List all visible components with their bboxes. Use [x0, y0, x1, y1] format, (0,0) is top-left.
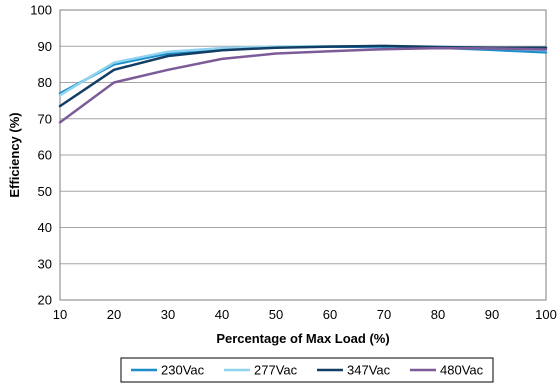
x-tick-label-50: 50: [269, 307, 283, 322]
plot-area-border: [59, 9, 547, 301]
y-tick-label-90: 90: [38, 39, 52, 54]
x-tick-label-30: 30: [161, 307, 175, 322]
x-axis-tick-labels: 10 20 30 40 50 60 70 80 90 100: [53, 307, 557, 322]
series-lines: [58, 44, 548, 124]
series-line-347Vac: [58, 44, 548, 108]
y-tick-label-20: 20: [38, 293, 52, 308]
legend-label-480Vac: 480Vac: [440, 363, 484, 378]
legend: 230Vac 277Vac 347Vac 480Vac: [120, 357, 494, 383]
x-tick-label-10: 10: [53, 307, 67, 322]
y-axis-title: Efficiency (%): [7, 112, 22, 197]
y-tick-label-30: 30: [38, 256, 52, 271]
x-tick-label-70: 70: [377, 307, 391, 322]
legend-label-277Vac: 277Vac: [254, 363, 298, 378]
x-axis-title: Percentage of Max Load (%): [216, 331, 389, 346]
y-tick-label-70: 70: [38, 111, 52, 126]
y-tick-label-40: 40: [38, 220, 52, 235]
x-tick-label-40: 40: [215, 307, 229, 322]
legend-label-347Vac: 347Vac: [347, 363, 391, 378]
legend-label-230Vac: 230Vac: [161, 363, 205, 378]
x-tick-label-60: 60: [323, 307, 337, 322]
x-tick-label-90: 90: [485, 307, 499, 322]
series-line-480Vac: [58, 46, 548, 124]
y-tick-label-100: 100: [30, 3, 52, 18]
y-tick-label-50: 50: [38, 184, 52, 199]
y-axis-tick-labels: 20 30 40 50 60 70 80 90 100: [30, 3, 52, 308]
y-tick-label-60: 60: [38, 148, 52, 163]
x-tick-label-100: 100: [535, 307, 557, 322]
x-tick-label-80: 80: [431, 307, 445, 322]
y-tick-label-80: 80: [38, 75, 52, 90]
x-tick-label-20: 20: [107, 307, 121, 322]
